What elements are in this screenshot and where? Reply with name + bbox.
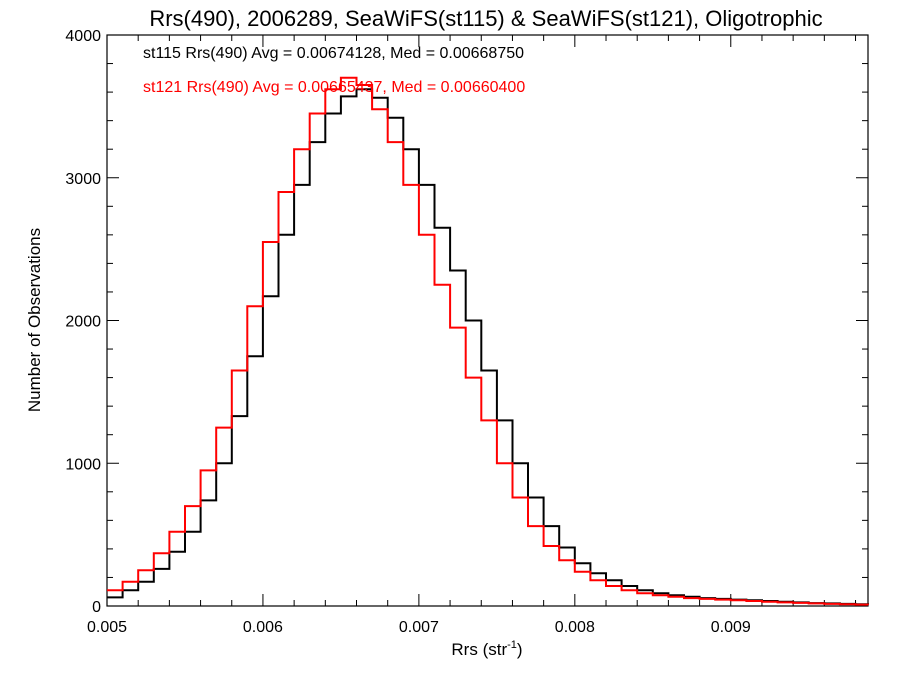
chart-title: Rrs(490), 2006289, SeaWiFS(st115) & SeaW… (149, 6, 822, 31)
y-axis-label: Number of Observations (25, 228, 44, 412)
x-tick-label: 0.008 (555, 619, 595, 636)
x-axis-label-superscript: -1 (507, 639, 517, 651)
y-tick-label: 4000 (65, 28, 101, 45)
x-axis-label-main: Rrs (str (451, 640, 507, 659)
y-tick-label: 0 (92, 599, 101, 616)
legend-entry-st115: st115 Rrs(490) Avg = 0.00674128, Med = 0… (143, 45, 524, 62)
x-axis-label: Rrs (str-1) (451, 639, 522, 659)
axis-ticks: 0.005 0.006 0.007 0.008 0.009 0 1000 2000 3000 40… (65, 28, 868, 636)
series-line-0 (107, 88, 869, 606)
x-tick-label: 0.006 (243, 619, 283, 636)
y-tick-label: 2000 (65, 314, 101, 331)
x-axis-label-close: ) (517, 640, 523, 659)
x-tick-label: 0.005 (87, 619, 127, 636)
y-tick-label: 1000 (65, 456, 101, 473)
series-layer (107, 76, 869, 606)
series-line-1 (107, 76, 869, 606)
y-tick-label: 3000 (65, 171, 101, 188)
plot-frame (106, 34, 869, 607)
x-tick-label: 0.009 (711, 619, 751, 636)
x-tick-label: 0.007 (399, 619, 439, 636)
legend-entry-st121: st121 Rrs(490) Avg = 0.00665437, Med = 0… (143, 79, 525, 96)
